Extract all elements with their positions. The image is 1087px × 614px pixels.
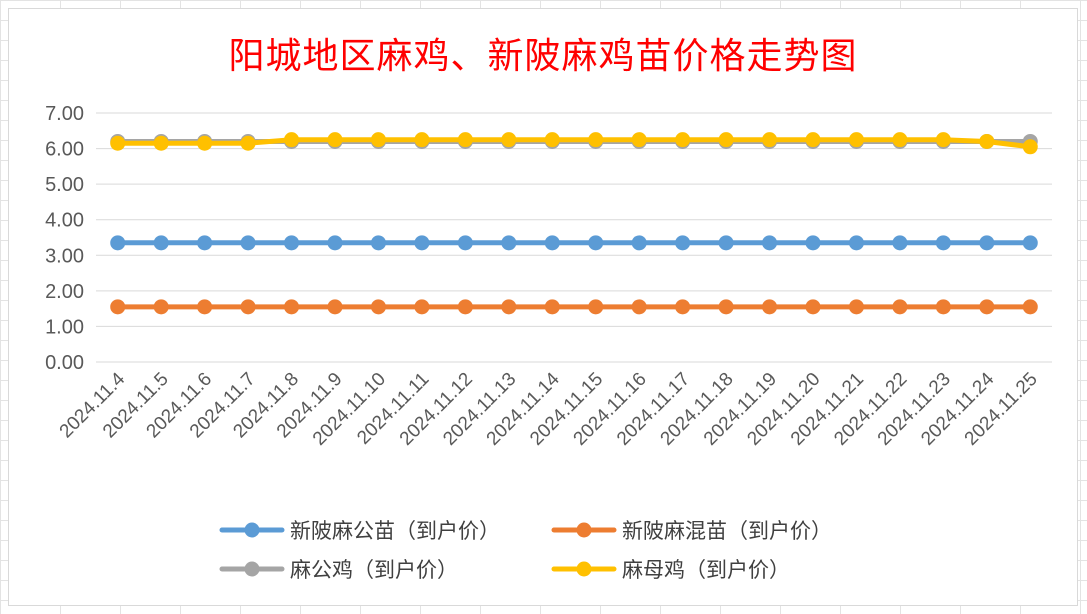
data-point: [544, 299, 560, 315]
data-point: [110, 135, 126, 151]
data-point: [370, 299, 386, 315]
data-point: [501, 235, 517, 251]
data-point: [588, 235, 604, 251]
data-point: [153, 235, 169, 251]
series-4: [110, 132, 1038, 155]
line-chart: 0.00 1.00 2.00 3.00 4.00 5.00 6.00 7.00 2024.11.…: [45, 103, 1052, 582]
legend-label: 麻母鸡（到户价）: [622, 558, 790, 582]
data-point: [457, 299, 473, 315]
legend-item: 麻公鸡（到户价）: [219, 558, 458, 582]
data-point: [631, 235, 647, 251]
data-point: [197, 235, 213, 251]
data-point: [457, 235, 473, 251]
data-point: [631, 132, 647, 148]
data-point: [153, 135, 169, 151]
data-point: [327, 299, 343, 315]
data-point: [414, 299, 430, 315]
data-point: [240, 135, 256, 151]
y-tick-label: 5.00: [45, 174, 84, 196]
legend-marker: [576, 561, 592, 577]
data-point: [935, 132, 951, 148]
y-tick-label: 6.00: [45, 139, 84, 161]
data-point: [805, 299, 821, 315]
data-point: [501, 132, 517, 148]
data-point: [762, 235, 778, 251]
series-2: [110, 299, 1038, 315]
data-point: [805, 132, 821, 148]
data-point: [197, 299, 213, 315]
data-point: [284, 235, 300, 251]
data-point: [848, 132, 864, 148]
gridlines: [96, 112, 1052, 363]
data-point: [327, 235, 343, 251]
data-point: [675, 299, 691, 315]
data-point: [1022, 139, 1038, 155]
series-1: [110, 235, 1038, 251]
data-point: [544, 235, 560, 251]
chart-area[interactable]: 阳城地区麻鸡、新陂麻鸡苗价格走势图 0.00 1.00 2.00 3.00 4.00 5.…: [8, 8, 1078, 606]
data-point: [110, 235, 126, 251]
data-point: [935, 235, 951, 251]
y-tick-label: 7.00: [45, 103, 84, 125]
data-point: [979, 299, 995, 315]
data-point: [762, 132, 778, 148]
legend-label: 新陂麻混苗（到户价）: [622, 519, 832, 543]
data-point: [979, 133, 995, 149]
data-point: [1022, 235, 1038, 251]
data-point: [805, 235, 821, 251]
x-axis: 2024.11.42024.11.52024.11.62024.11.72024…: [56, 368, 1042, 449]
legend-label: 新陂麻公苗（到户价）: [290, 519, 500, 543]
data-point: [848, 235, 864, 251]
series-line: [115, 137, 1033, 150]
legend-marker: [244, 561, 260, 577]
data-point: [718, 235, 734, 251]
data-point: [588, 132, 604, 148]
data-point: [718, 299, 734, 315]
data-point: [240, 235, 256, 251]
y-axis: 0.00 1.00 2.00 3.00 4.00 5.00 6.00 7.00: [45, 103, 84, 374]
y-tick-label: 1.00: [45, 316, 84, 338]
legend-label: 麻公鸡（到户价）: [290, 558, 458, 582]
data-point: [979, 235, 995, 251]
legend-item: 新陂麻混苗（到户价）: [551, 519, 832, 543]
data-point: [370, 235, 386, 251]
data-point: [675, 235, 691, 251]
data-point: [284, 132, 300, 148]
y-tick-label: 4.00: [45, 210, 84, 232]
y-tick-label: 3.00: [45, 245, 84, 267]
data-point: [935, 299, 951, 315]
data-point: [892, 299, 908, 315]
legend-marker: [244, 522, 260, 538]
data-point: [762, 299, 778, 315]
legend-item: 麻母鸡（到户价）: [551, 558, 790, 582]
data-point: [240, 299, 256, 315]
data-point: [848, 299, 864, 315]
legend-item: 新陂麻公苗（到户价）: [219, 519, 500, 543]
data-point: [1022, 299, 1038, 315]
data-point: [718, 132, 734, 148]
data-point: [110, 299, 126, 315]
data-point: [370, 132, 386, 148]
data-point: [588, 299, 604, 315]
data-point: [892, 235, 908, 251]
data-point: [414, 132, 430, 148]
data-point: [501, 299, 517, 315]
data-point: [675, 132, 691, 148]
data-point: [414, 235, 430, 251]
legend: 新陂麻公苗（到户价） 新陂麻混苗（到户价） 麻公鸡（到户价） 麻母鸡（到户价）: [219, 519, 832, 582]
chart-title: 阳城地区麻鸡、新陂麻鸡苗价格走势图: [228, 36, 858, 77]
data-point: [197, 135, 213, 151]
data-point: [284, 299, 300, 315]
data-point: [327, 132, 343, 148]
legend-marker: [576, 522, 592, 538]
y-tick-label: 0.00: [45, 352, 84, 374]
data-point: [892, 132, 908, 148]
data-point: [631, 299, 647, 315]
data-point: [457, 132, 473, 148]
data-point: [153, 299, 169, 315]
data-point: [544, 132, 560, 148]
y-tick-label: 2.00: [45, 281, 84, 303]
